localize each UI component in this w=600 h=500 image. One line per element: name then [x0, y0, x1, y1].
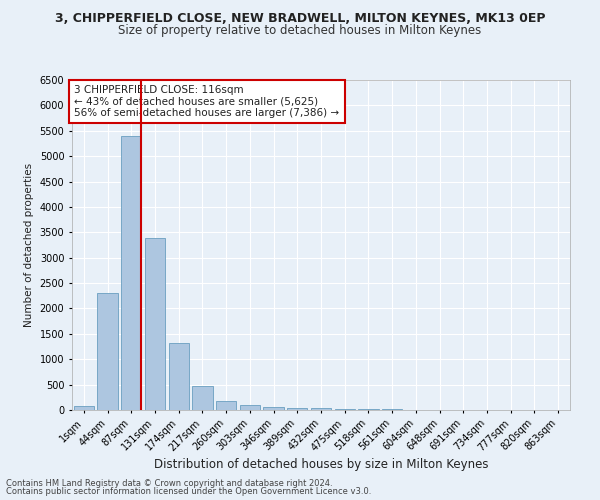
Text: 3 CHIPPERFIELD CLOSE: 116sqm
← 43% of detached houses are smaller (5,625)
56% of: 3 CHIPPERFIELD CLOSE: 116sqm ← 43% of de…: [74, 85, 340, 118]
Bar: [358, 409, 379, 410]
Text: Size of property relative to detached houses in Milton Keynes: Size of property relative to detached ho…: [118, 24, 482, 37]
Bar: [74, 406, 94, 410]
Bar: [97, 293, 118, 410]
Text: Contains HM Land Registry data © Crown copyright and database right 2024.: Contains HM Land Registry data © Crown c…: [6, 478, 332, 488]
Bar: [169, 344, 189, 410]
Y-axis label: Number of detached properties: Number of detached properties: [24, 163, 34, 327]
X-axis label: Distribution of detached houses by size in Milton Keynes: Distribution of detached houses by size …: [154, 458, 488, 471]
Bar: [311, 408, 331, 410]
Bar: [263, 407, 284, 410]
Bar: [287, 408, 307, 410]
Text: 3, CHIPPERFIELD CLOSE, NEW BRADWELL, MILTON KEYNES, MK13 0EP: 3, CHIPPERFIELD CLOSE, NEW BRADWELL, MIL…: [55, 12, 545, 26]
Bar: [193, 386, 212, 410]
Bar: [216, 400, 236, 410]
Bar: [145, 238, 165, 410]
Bar: [240, 406, 260, 410]
Bar: [121, 136, 142, 410]
Text: Contains public sector information licensed under the Open Government Licence v3: Contains public sector information licen…: [6, 487, 371, 496]
Bar: [335, 409, 355, 410]
